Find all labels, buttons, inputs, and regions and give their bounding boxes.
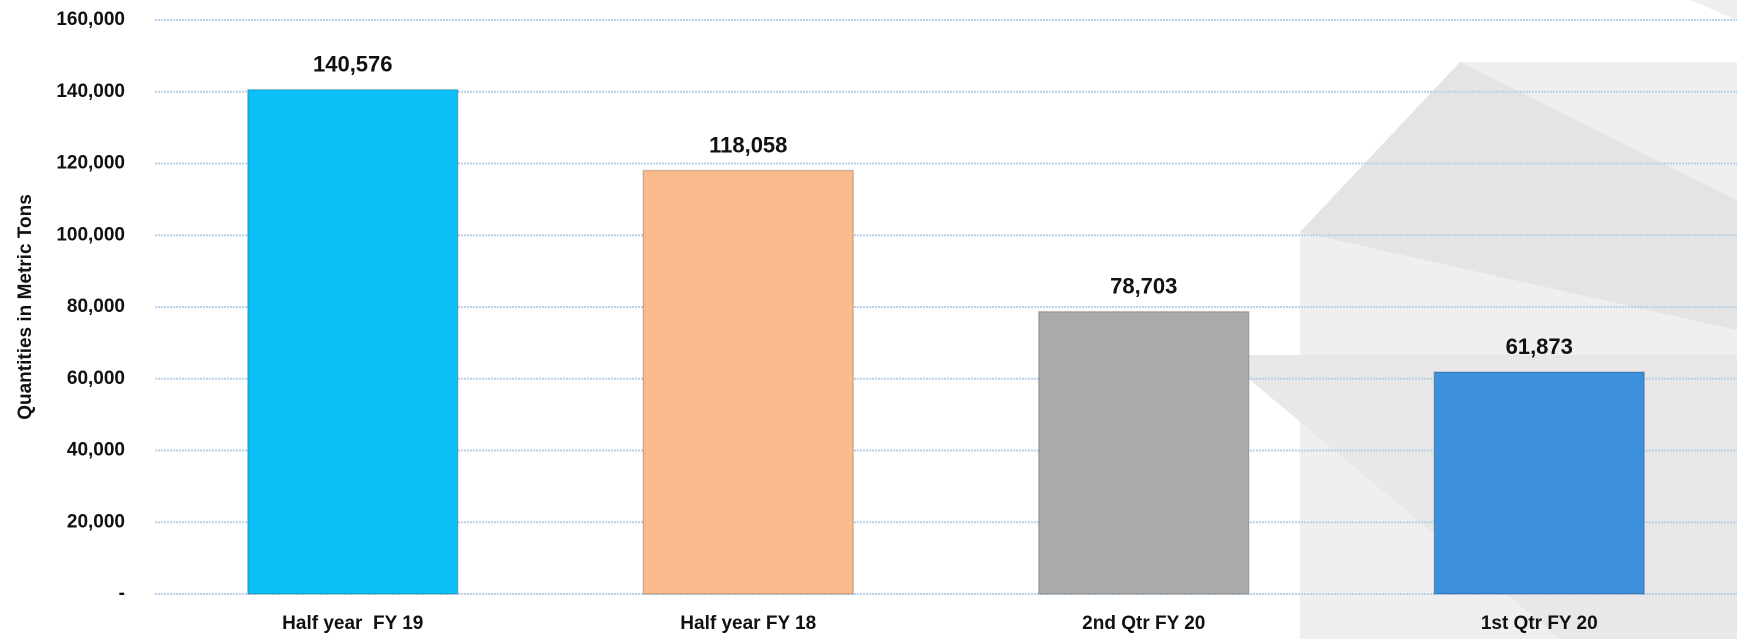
y-tick-label: 140,000 — [56, 81, 125, 102]
y-tick-label: 80,000 — [67, 296, 125, 317]
y-axis-label: Quantities in Metric Tons — [15, 194, 36, 420]
x-tick-label: 2nd Qtr FY 20 — [1082, 613, 1205, 634]
y-tick-label: 160,000 — [56, 9, 125, 30]
value-label: 140,576 — [313, 51, 393, 76]
y-tick-label: 20,000 — [67, 511, 125, 532]
x-tick-label: Half year FY 18 — [680, 613, 816, 634]
bar — [247, 88, 459, 595]
x-tick-label: Half year FY 19 — [282, 613, 423, 634]
bar — [1433, 371, 1645, 595]
value-label: 78,703 — [1110, 273, 1177, 298]
y-tick-label: 100,000 — [56, 224, 125, 245]
y-tick-label: 40,000 — [67, 440, 125, 461]
y-tick-label: - — [119, 583, 125, 604]
bar — [642, 169, 854, 595]
value-label: 118,058 — [709, 132, 787, 157]
value-label: 61,873 — [1506, 334, 1573, 359]
bar — [1038, 310, 1250, 595]
y-tick-label: 60,000 — [67, 368, 125, 389]
x-tick-label: 1st Qtr FY 20 — [1481, 613, 1598, 634]
y-tick-label: 120,000 — [56, 153, 125, 174]
